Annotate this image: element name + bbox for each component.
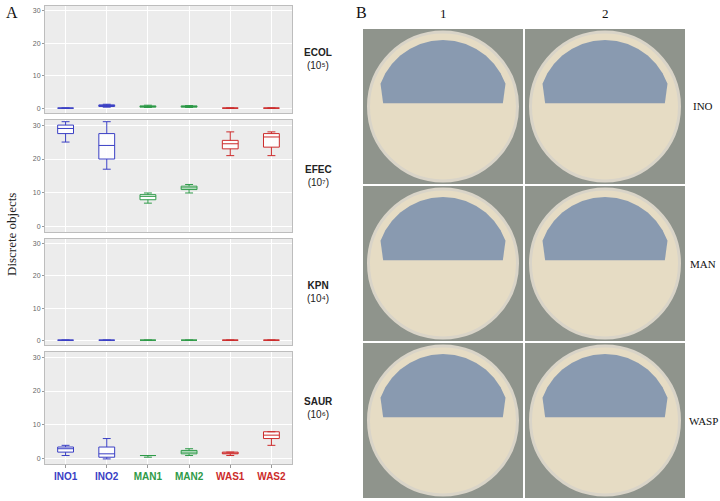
svg-text:20: 20 xyxy=(33,40,41,47)
svg-text:INO: INO xyxy=(693,100,713,112)
svg-text:MAN1: MAN1 xyxy=(134,471,163,482)
svg-text:KPN(10⁴): KPN(10⁴) xyxy=(307,280,329,304)
svg-text:20: 20 xyxy=(33,387,41,394)
svg-text:0: 0 xyxy=(37,105,41,112)
svg-text:30: 30 xyxy=(33,354,41,361)
svg-text:WAS2: WAS2 xyxy=(257,471,286,482)
svg-text:WASP: WASP xyxy=(689,415,718,427)
svg-text:MAN2: MAN2 xyxy=(175,471,204,482)
svg-text:10: 10 xyxy=(33,189,41,196)
svg-text:30: 30 xyxy=(33,122,41,129)
svg-text:INO1: INO1 xyxy=(54,471,78,482)
svg-text:0: 0 xyxy=(37,455,41,462)
svg-text:A: A xyxy=(6,4,18,21)
svg-text:20: 20 xyxy=(33,155,41,162)
svg-text:INO2: INO2 xyxy=(95,471,119,482)
svg-text:WAS1: WAS1 xyxy=(216,471,245,482)
svg-text:Discrete objects: Discrete objects xyxy=(4,193,19,276)
svg-text:MAN: MAN xyxy=(690,258,716,270)
svg-text:EFEC(10⁷): EFEC(10⁷) xyxy=(305,164,332,188)
svg-text:30: 30 xyxy=(33,7,41,14)
svg-text:2: 2 xyxy=(602,6,609,21)
svg-text:1: 1 xyxy=(440,6,447,21)
svg-text:0: 0 xyxy=(37,337,41,344)
svg-text:B: B xyxy=(356,4,367,21)
svg-text:30: 30 xyxy=(33,240,41,247)
svg-text:20: 20 xyxy=(33,272,41,279)
svg-text:0: 0 xyxy=(37,223,41,230)
svg-text:10: 10 xyxy=(33,421,41,428)
svg-text:ECOL(10⁵): ECOL(10⁵) xyxy=(304,47,332,71)
svg-text:SAUR(10⁶): SAUR(10⁶) xyxy=(304,396,333,420)
svg-text:10: 10 xyxy=(33,72,41,79)
svg-text:10: 10 xyxy=(33,305,41,312)
